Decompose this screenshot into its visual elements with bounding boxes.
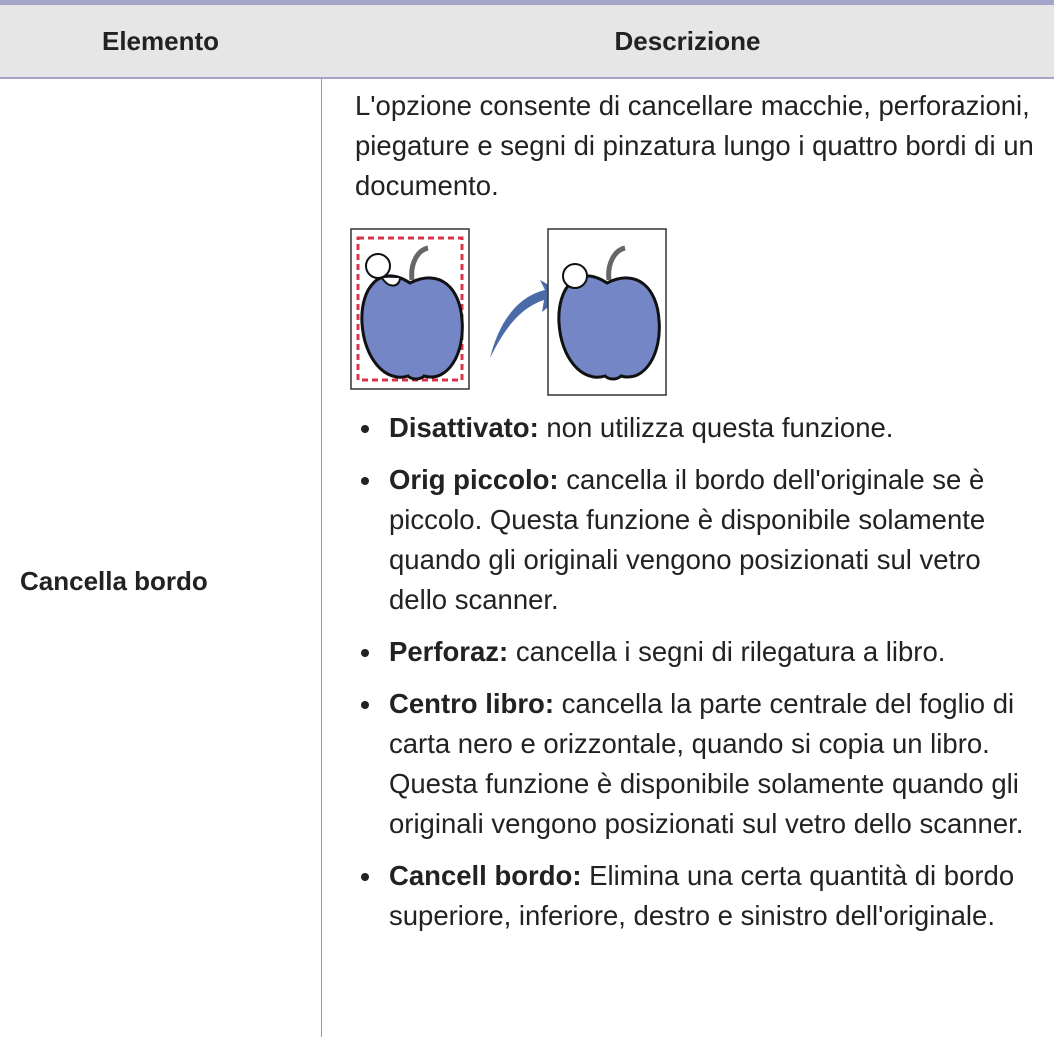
top-rule — [0, 0, 1054, 5]
paragraph: L'opzione consente di cancellare macchie… — [355, 90, 1034, 201]
arrow — [490, 280, 565, 358]
bullet-list: Disattivato: non utilizza questa funzion… — [355, 408, 1045, 936]
bullet-item: Perforaz: cancella i segni di rilegatura… — [355, 632, 1045, 672]
term: Disattivato: — [389, 412, 539, 443]
term: Cancell bordo: — [389, 860, 582, 891]
term: Orig piccolo: — [389, 464, 559, 495]
header-cell: Descrizione — [614, 26, 761, 56]
description-cell: L'opzione consente di cancellare macchie… — [350, 86, 1045, 948]
item-text: Elimina una certa quantità di bordo supe… — [389, 860, 1015, 931]
item-text: cancella il bordo dell'originale se è pi… — [389, 464, 986, 615]
item-text: cancella i segni di rilegatura a libro. — [515, 636, 946, 667]
result-page — [547, 228, 667, 396]
column-divider — [321, 79, 322, 1037]
item-text: non utilizza questa funzione. — [546, 412, 894, 443]
illustration — [350, 228, 667, 396]
element-cell: Cancella bordo — [20, 566, 208, 596]
header-cell: Elemento — [101, 26, 220, 56]
bullet-item: Disattivato: non utilizza questa funzion… — [355, 408, 1045, 448]
bullet-item: Orig piccolo: cancella il bordo dell'ori… — [355, 460, 1045, 620]
item-text: cancella la parte centrale del foglio di… — [389, 688, 1024, 839]
bullet-item: Cancell bordo: Elimina una certa quantit… — [355, 856, 1045, 936]
bullet-item: Centro libro: cancella la parte centrale… — [355, 684, 1045, 844]
table-header: Elemento Descrizione — [0, 5, 1054, 79]
original-page — [350, 228, 470, 390]
term: Centro libro: — [389, 688, 554, 719]
term: Perforaz: — [389, 636, 509, 667]
